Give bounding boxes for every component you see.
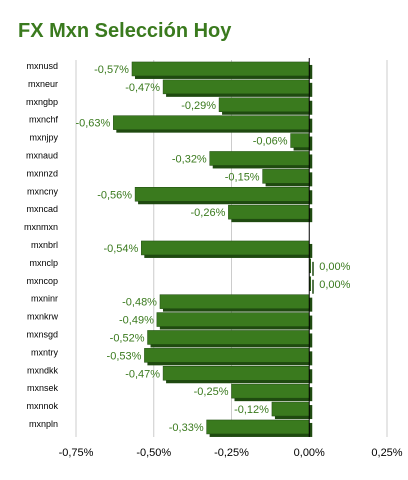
bar <box>209 151 310 166</box>
data-label: -0,47% <box>125 368 160 380</box>
bar <box>262 169 310 184</box>
bar <box>162 366 310 381</box>
category-label: mxnnzd <box>26 168 58 178</box>
category-label: mxnsgd <box>26 329 58 339</box>
x-tick-label: -0,50% <box>136 447 171 459</box>
category-label: mxndkk <box>27 365 59 375</box>
category-label: mxnbrl <box>31 240 58 250</box>
category-label: mxncop <box>26 276 58 286</box>
category-label: mxnaud <box>26 150 58 160</box>
bar <box>228 204 310 220</box>
bar <box>113 115 310 130</box>
data-label: -0,47% <box>125 82 160 94</box>
bar <box>134 187 310 202</box>
bar <box>147 330 310 345</box>
category-label: mxntry <box>31 347 59 357</box>
bar <box>162 79 310 95</box>
data-label: -0,49% <box>119 315 154 327</box>
x-tick-label: 0,00% <box>294 447 325 459</box>
data-label: -0,32% <box>172 153 207 165</box>
bar <box>231 383 310 399</box>
data-label: -0,48% <box>122 297 157 309</box>
category-label: mxnusd <box>26 61 58 71</box>
data-label: -0,33% <box>169 422 204 434</box>
category-label: mxneur <box>28 79 58 89</box>
category-label: mxnpln <box>29 419 58 429</box>
bar <box>131 61 310 77</box>
chart-title: FX Mxn Selección Hoy <box>18 20 232 42</box>
bar <box>206 419 310 435</box>
data-label: 0,00% <box>319 279 350 291</box>
data-label: -0,25% <box>194 386 229 398</box>
bar-shadow <box>312 261 314 276</box>
category-label: mxnnok <box>26 401 58 411</box>
category-label: mxninr <box>31 294 58 304</box>
bar-shadow <box>312 279 314 294</box>
data-label: 0,00% <box>319 261 350 273</box>
category-label: mxnsek <box>27 383 59 393</box>
data-label: -0,12% <box>234 404 269 416</box>
category-label: mxncny <box>27 186 59 196</box>
data-label: -0,56% <box>97 189 132 201</box>
category-label: mxnjpy <box>29 133 58 143</box>
bar <box>156 312 310 327</box>
x-tick-label: -0,25% <box>214 447 249 459</box>
x-tick-label: 0,25% <box>371 447 402 459</box>
bar <box>141 240 310 256</box>
data-label: -0,54% <box>103 243 138 255</box>
data-label: -0,29% <box>181 100 216 112</box>
data-label: -0,06% <box>253 136 288 148</box>
data-label: -0,15% <box>225 171 260 183</box>
data-label: -0,57% <box>94 64 129 76</box>
category-label: mxnkrw <box>27 312 58 322</box>
bar <box>144 348 310 363</box>
data-label: -0,26% <box>191 207 226 219</box>
data-label: -0,52% <box>110 332 145 344</box>
category-label: mxnmxn <box>24 222 58 232</box>
category-label: mxnclp <box>29 258 58 268</box>
category-label: mxngbp <box>26 97 58 107</box>
data-label: -0,63% <box>75 118 110 130</box>
bar <box>159 294 310 309</box>
bar <box>271 401 310 417</box>
data-label: -0,53% <box>107 350 142 362</box>
bar <box>290 133 310 148</box>
bar <box>218 97 310 112</box>
x-tick-label: -0,75% <box>59 447 94 459</box>
category-label: mxncad <box>26 204 58 214</box>
category-label: mxnchf <box>29 115 59 125</box>
